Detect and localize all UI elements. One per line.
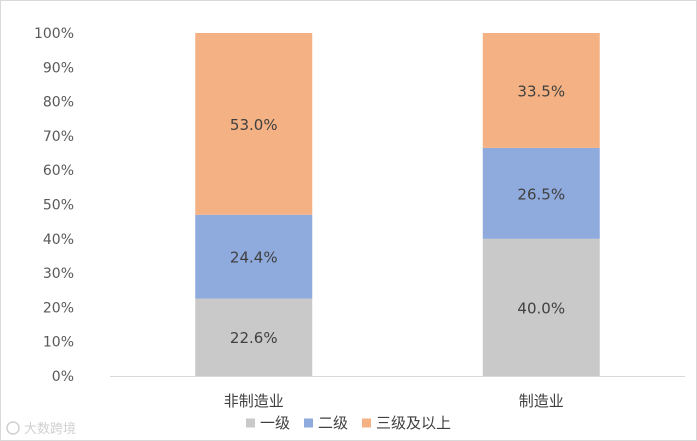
x-category-label: 制造业	[519, 392, 564, 410]
x-axis: 非制造业 制造业	[224, 392, 564, 410]
bar-segment	[482, 33, 600, 148]
data-label: 26.5%	[517, 185, 565, 203]
legend: 一级 二级 三级及以上	[245, 414, 451, 432]
y-tick-label: 60%	[43, 163, 74, 179]
y-tick-label: 90%	[43, 60, 74, 76]
y-tick-label: 80%	[43, 95, 74, 111]
bar-segment	[482, 238, 600, 376]
legend-swatch	[245, 418, 255, 428]
brand-logo-icon	[6, 421, 20, 435]
legend-label: 二级	[318, 414, 348, 432]
y-tick-label: 0%	[52, 369, 74, 385]
watermark: 大数跨境	[6, 421, 76, 437]
y-tick-label: 100%	[34, 26, 74, 42]
legend-swatch	[362, 418, 372, 428]
y-tick-label: 40%	[43, 232, 74, 248]
watermark-text: 大数跨境	[24, 422, 76, 437]
y-tick-label: 30%	[43, 266, 74, 282]
bar-segment	[195, 33, 313, 215]
legend-swatch	[303, 418, 313, 428]
data-label: 53.0%	[230, 116, 278, 134]
y-tick-label: 70%	[43, 129, 74, 145]
data-label: 40.0%	[517, 299, 565, 317]
bars	[195, 33, 600, 376]
data-label: 22.6%	[230, 329, 278, 347]
legend-item: 一级	[245, 414, 290, 432]
data-labels: 22.6% 24.4% 53.0% 40.0% 26.5% 33.5%	[230, 82, 565, 347]
x-category-label: 非制造业	[224, 392, 284, 410]
legend-label: 一级	[260, 414, 290, 432]
y-axis: 0% 10% 20% 30% 40% 50% 60% 70% 80% 90% 100%	[34, 26, 74, 385]
y-tick-label: 20%	[43, 300, 74, 316]
legend-item: 二级	[303, 414, 348, 432]
bar-segment	[195, 214, 313, 299]
legend-label: 三级及以上	[376, 414, 451, 432]
data-label: 33.5%	[517, 82, 565, 100]
y-tick-label: 10%	[43, 335, 74, 351]
y-tick-label: 50%	[43, 198, 74, 214]
bar-segment	[482, 147, 600, 239]
legend-item: 三级及以上	[362, 414, 451, 432]
bar-segment	[195, 298, 313, 376]
data-label: 24.4%	[230, 249, 278, 267]
